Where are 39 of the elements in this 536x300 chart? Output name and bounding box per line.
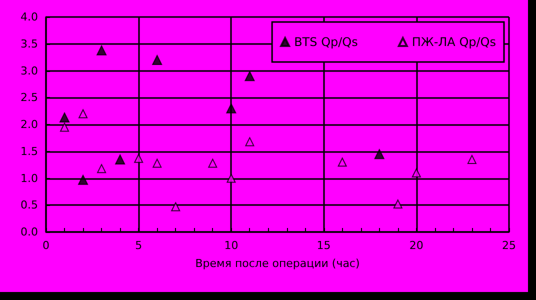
x-tick-label: 10 bbox=[224, 239, 238, 252]
y-tick-label: 0.5 bbox=[20, 198, 38, 212]
y-tick-label: 2.5 bbox=[20, 91, 38, 104]
y-tick-label: 1.0 bbox=[20, 172, 38, 185]
point bbox=[115, 154, 126, 164]
y-tick-label: 0.0 bbox=[20, 226, 38, 238]
point bbox=[152, 158, 162, 168]
point bbox=[78, 174, 88, 185]
point bbox=[60, 112, 70, 123]
point bbox=[97, 164, 106, 174]
point bbox=[152, 55, 162, 65]
point bbox=[60, 122, 70, 132]
x-tick-label: 0 bbox=[42, 239, 50, 252]
point bbox=[245, 137, 254, 146]
point bbox=[226, 103, 236, 114]
legend-label: BTS Qp/Qs bbox=[294, 35, 358, 49]
point bbox=[393, 200, 402, 209]
point bbox=[374, 149, 384, 160]
point bbox=[96, 45, 107, 56]
y-tick-label: 2.0 bbox=[20, 118, 38, 131]
y-tick-label: 3.5 bbox=[20, 37, 38, 50]
x-tick-label: 15 bbox=[316, 239, 331, 252]
x-tick-label: 20 bbox=[409, 239, 424, 252]
y-tick-label: 3.0 bbox=[20, 64, 38, 78]
point bbox=[208, 158, 218, 168]
point bbox=[226, 174, 236, 183]
point bbox=[412, 168, 421, 178]
y-tick-label: 4.0 bbox=[20, 10, 38, 24]
point bbox=[78, 109, 88, 118]
point bbox=[467, 154, 476, 164]
point bbox=[171, 202, 180, 212]
y-tick-label: 1.5 bbox=[20, 144, 38, 158]
x-tick-label: 25 bbox=[502, 239, 516, 252]
point bbox=[338, 158, 347, 167]
legend-label: ПЖ-ЛА Qp/Qs bbox=[412, 35, 496, 49]
x-tick-label: 5 bbox=[135, 239, 142, 252]
point bbox=[244, 71, 255, 82]
point bbox=[134, 154, 144, 163]
x-axis-title: Время после операции (час) bbox=[195, 257, 360, 270]
